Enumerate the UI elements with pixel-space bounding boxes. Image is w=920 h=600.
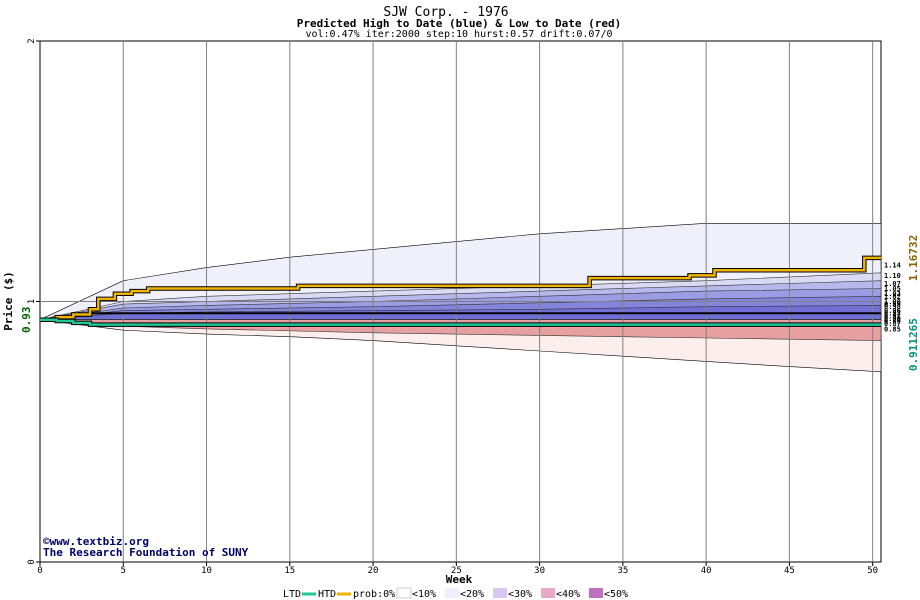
- copyright-icon: ©: [43, 535, 50, 548]
- y-tick-labels: 0 1 2: [27, 38, 40, 565]
- credit-site: ©www.textbiz.org: [43, 535, 149, 548]
- legend-b50: <50%: [604, 589, 628, 600]
- level-label-14: 0.87: [884, 320, 901, 328]
- legend-swatch-0: [396, 587, 412, 599]
- level-label-8: 0.98: [884, 303, 901, 311]
- x-tick-label-10: 10: [201, 566, 212, 576]
- legend-htd-label: HTD: [318, 589, 336, 600]
- level-label-0: 1.14: [884, 262, 901, 270]
- level-label-2: 1.07: [884, 280, 901, 288]
- y-tick-label-1: 1: [27, 299, 37, 304]
- level-label-12: 0.90: [884, 315, 901, 323]
- chart-title: SJW Corp. - 1976: [383, 5, 508, 20]
- level-label-11: 0.91: [884, 312, 901, 320]
- chart-params: vol:0.47% iter:2000 step:10 hurst:0.57 d…: [305, 29, 612, 40]
- level-label-9: 0.96: [884, 307, 901, 315]
- y-tick-label-2: 2: [27, 38, 37, 43]
- credit-site-text: www.textbiz.org: [50, 535, 149, 548]
- level-label-4: 1.03: [884, 290, 901, 298]
- x-tick-labels: 0 5 10 15 20 25 30 35 40 45 50: [37, 562, 878, 576]
- legend-swatch-30: [541, 588, 555, 598]
- chart-subtitle: Predicted High to Date (blue) & Low to D…: [297, 17, 622, 30]
- x-tick-label-15: 15: [284, 566, 295, 576]
- x-axis-label: Week: [446, 573, 473, 586]
- legend-swatch-40: [589, 588, 603, 598]
- level-label-1: 1.10: [884, 272, 901, 280]
- grid-lines: [40, 41, 881, 562]
- level-label-15: 0.85: [884, 325, 901, 333]
- legend-b30: <30%: [508, 589, 532, 600]
- level-label-6: 1.00: [884, 298, 901, 306]
- legend-prob-label: prob:0%: [353, 589, 395, 600]
- x-tick-label-30: 30: [534, 566, 545, 576]
- right-level-labels: 1.14 1.101.071.051.031.021.000.990.980.96…: [884, 262, 901, 334]
- legend-ltd-label: LTD: [283, 589, 301, 600]
- start-price-label: 0.93: [20, 306, 33, 333]
- x-tick-label-20: 20: [368, 566, 379, 576]
- legend-b10: <10%: [412, 589, 436, 600]
- legend-swatch-20: [493, 588, 507, 598]
- x-tick-label-45: 45: [784, 566, 795, 576]
- y-tick-label-0: 0: [27, 559, 37, 564]
- level-label-7: 0.99: [884, 301, 901, 309]
- low-value-label: 0.911265: [907, 318, 920, 371]
- credit-org: The Research Foundation of SUNY: [43, 546, 249, 559]
- series-lines: [40, 255, 881, 327]
- x-tick-label-0: 0: [37, 566, 42, 576]
- level-label-10: 0.93: [884, 310, 901, 318]
- level-label-13: 0.89: [884, 318, 901, 326]
- htd-line: [40, 256, 881, 321]
- legend-b40: <40%: [556, 589, 580, 600]
- x-tick-label-25: 25: [451, 566, 462, 576]
- x-tick-label-35: 35: [617, 566, 628, 576]
- x-tick-label-40: 40: [701, 566, 712, 576]
- y-axis-label: Price ($): [2, 271, 15, 331]
- level-label-5: 1.02: [884, 293, 901, 301]
- legend-b20: <20%: [460, 589, 484, 600]
- x-tick-label-5: 5: [121, 566, 126, 576]
- high-value-label: 1.16732: [907, 235, 920, 281]
- legend: LTD HTD prob:0% <10% <20% <30% <40% <50%: [283, 587, 628, 600]
- ltd-line: [40, 318, 881, 326]
- legend-swatch-10: [445, 588, 459, 598]
- level-label-3: 1.05: [884, 285, 901, 293]
- probability-bands: [39, 223, 882, 373]
- x-tick-label-50: 50: [867, 566, 878, 576]
